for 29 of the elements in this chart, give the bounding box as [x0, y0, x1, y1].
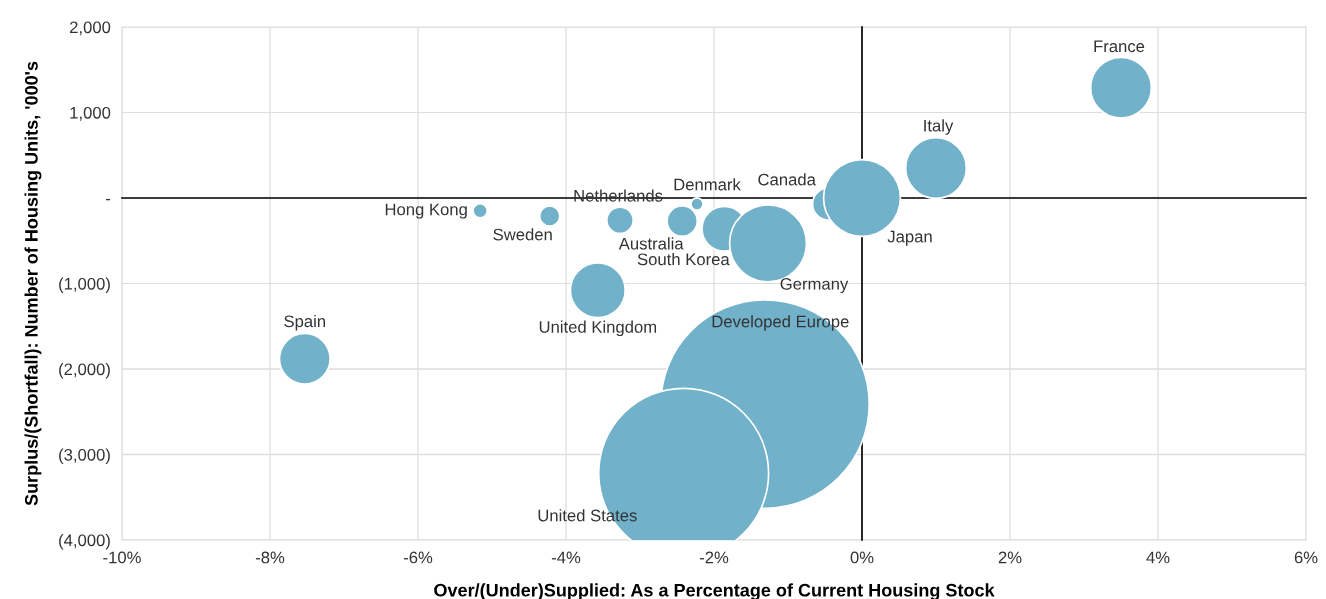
x-tick-label: -10% — [103, 551, 141, 564]
annotation: Spain — [284, 314, 326, 331]
x-tick-label: 0% — [850, 551, 874, 564]
annotation: Australia — [618, 237, 684, 250]
annotation: Germany — [780, 277, 849, 294]
annotation: Sweden — [493, 228, 552, 241]
annotation: Canada — [758, 173, 816, 186]
annotation: United Kingdom — [539, 320, 657, 337]
x-tick-label: 6% — [1294, 551, 1318, 564]
annotation: Hong Kong — [385, 203, 467, 219]
y-tick-label: (4,000) — [59, 533, 110, 550]
annotation: Japan — [887, 230, 932, 246]
y-tick-label: - — [106, 198, 111, 201]
y-tick-label: (2,000) — [59, 362, 110, 379]
x-tick-label: -6% — [403, 551, 433, 564]
x-tick-label: -4% — [551, 551, 581, 564]
y-tick-label: (1,000) — [59, 277, 110, 293]
y-tick-label: 2,000 — [70, 21, 111, 36]
annotation: South Korea — [637, 253, 730, 266]
x-tick-label: -2% — [699, 551, 729, 564]
annotation: France — [1094, 40, 1145, 53]
annotation: Italy — [924, 119, 954, 135]
y-axis-title: Surplus/(Shortfall): Number of Housing Units, '000's — [24, 61, 42, 506]
annotation: Denmark — [674, 178, 741, 191]
y-tick-label: (3,000) — [59, 448, 110, 464]
x-tick-label: -8% — [255, 551, 285, 564]
y-tick-label: 1,000 — [70, 106, 111, 121]
x-tick-label: 2% — [998, 551, 1022, 564]
x-tick-label: 4% — [1146, 551, 1170, 564]
